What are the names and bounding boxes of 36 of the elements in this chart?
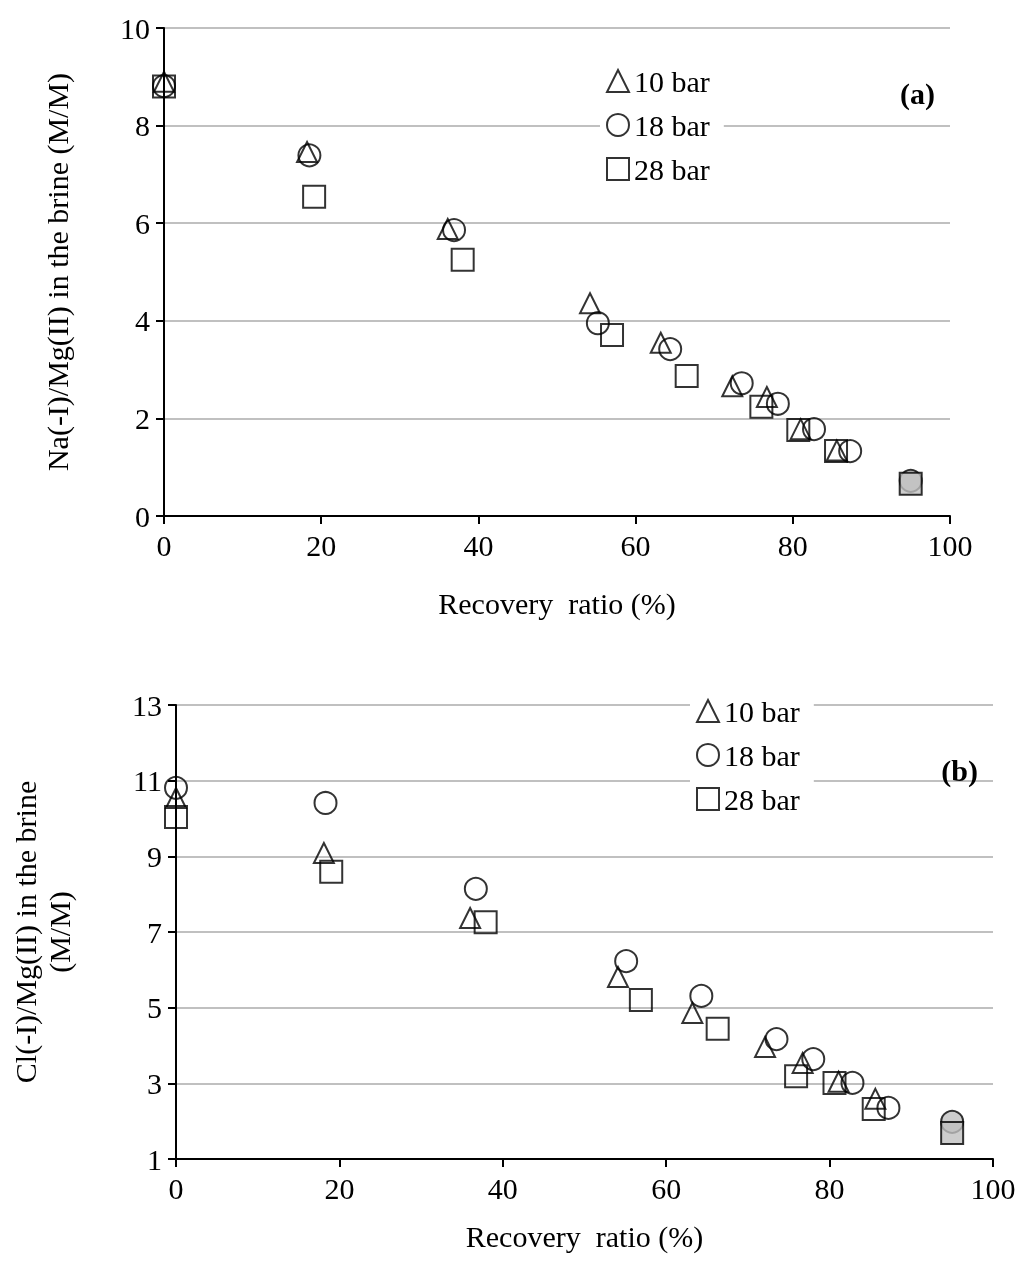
y-tick-label: 0 [135, 499, 150, 533]
x-tick-label: 20 [324, 1171, 355, 1205]
x-tick-label: 0 [168, 1171, 184, 1205]
text: (a) [900, 76, 935, 111]
legend-label: 10 bar [634, 64, 710, 98]
y-tick-label: 9 [147, 839, 162, 873]
legend-label: 18 bar [724, 738, 800, 772]
y-axis-title: Cl(-I)/Mg(II) in the brine (M/M) [8, 780, 77, 1084]
y-tick-label: 1 [147, 1142, 162, 1176]
y-tick-label: 4 [135, 304, 150, 338]
text: (b) [941, 753, 979, 788]
x-axis-title: Recovery ratio (%) [438, 586, 676, 621]
legend-label: 18 bar [634, 108, 710, 142]
x-tick-label: 80 [777, 528, 808, 562]
y-axis-title: Na(-I)/Mg(II) in the brine (M/M) [40, 72, 75, 472]
y-tick-label: 8 [135, 109, 150, 143]
x-tick-label: 40 [463, 528, 494, 562]
legend-label: 28 bar [634, 152, 710, 186]
y-tick-label: 5 [147, 991, 162, 1025]
y-tick-label: 7 [147, 915, 162, 949]
y-tick-label: 2 [135, 401, 150, 435]
x-tick-label: 20 [306, 528, 337, 562]
x-tick-label: 100 [927, 528, 973, 562]
y-tick-label: 3 [147, 1066, 162, 1100]
x-tick-label: 40 [487, 1171, 518, 1205]
y-tick-label: 11 [133, 764, 162, 798]
legend-label: 10 bar [724, 694, 800, 728]
x-tick-label: 60 [651, 1171, 682, 1205]
y-tick-label: 6 [135, 206, 150, 240]
y-tick-label: 10 [120, 11, 150, 45]
x-tick-label: 60 [620, 528, 651, 562]
y-tick-label: 13 [132, 688, 162, 722]
legend-label: 28 bar [724, 782, 800, 816]
x-axis-title: Recovery ratio (%) [465, 1219, 704, 1254]
x-tick-label: 100 [970, 1171, 1016, 1205]
x-tick-label: 80 [814, 1171, 845, 1205]
